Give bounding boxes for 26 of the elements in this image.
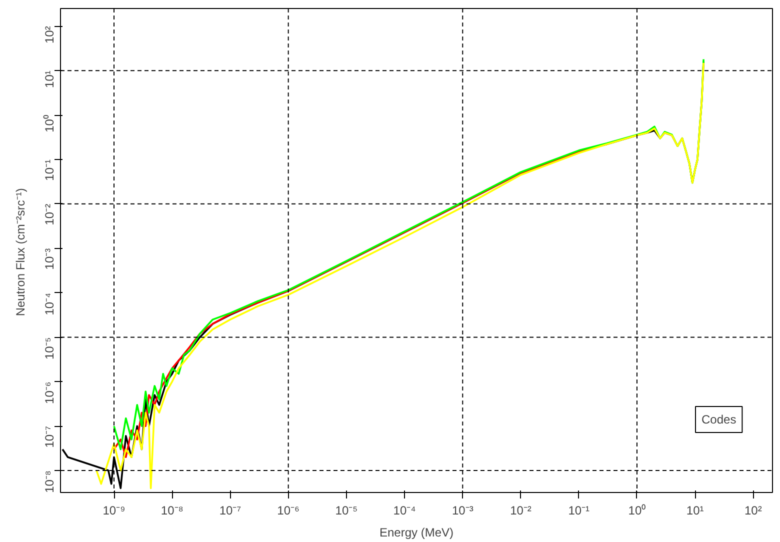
x-tick-label: 10⁻²	[510, 504, 532, 518]
y-tick-label: 10⁻⁵	[42, 337, 56, 360]
y-tick-label: 10⁻⁶	[42, 382, 56, 404]
y-tick-label: 10⁻⁷	[42, 426, 56, 448]
x-tick-label: 10²	[744, 504, 762, 518]
y-tick-label: 10²	[42, 26, 56, 44]
y-tick-label: 10⁻⁸	[42, 470, 56, 493]
x-tick-label: 10⁻³	[452, 504, 474, 518]
y-tick-label: 10⁻²	[42, 204, 56, 226]
x-tick-label: 10⁻⁶	[277, 504, 300, 518]
x-tick-label: 10⁻¹	[568, 504, 590, 518]
x-tick-label: 10⁻⁸	[160, 504, 184, 518]
x-tick-label: 10⁻⁷	[219, 504, 242, 518]
x-tick-label: 10¹	[686, 504, 704, 518]
x-axis-title: Energy (MeV)	[379, 526, 454, 540]
y-tick-label: 10⁰	[42, 115, 56, 132]
y-tick-label: 10⁻¹	[42, 159, 56, 181]
y-tick-label: 10¹	[42, 70, 56, 88]
x-tick-label: 10⁰	[628, 504, 646, 518]
x-tick-label: 10⁻⁹	[102, 504, 126, 518]
annotation: Codes	[702, 412, 736, 426]
x-tick-label: 10⁻⁴	[393, 504, 416, 518]
y-axis-title: Neutron Flux (cm⁻²src⁻¹)	[14, 188, 28, 316]
x-tick-label: 10⁻⁵	[335, 504, 358, 518]
y-tick-label: 10⁻³	[42, 248, 56, 270]
y-tick-label: 10⁻⁴	[42, 292, 56, 316]
